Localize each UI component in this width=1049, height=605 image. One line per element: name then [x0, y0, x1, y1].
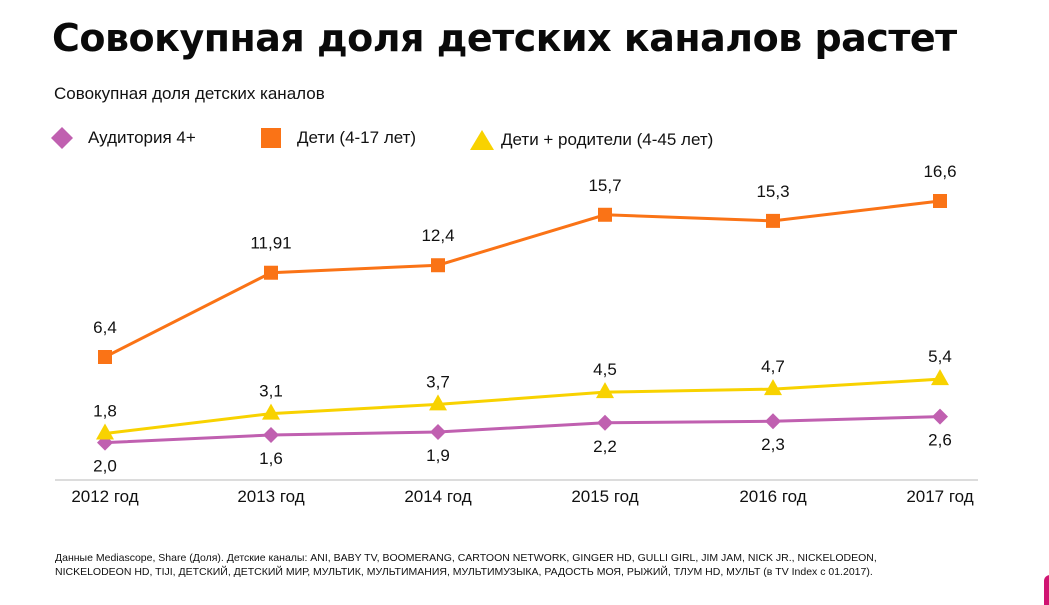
footnote-line-1: Данные Mediascope, Share (Доля). Детские… [55, 552, 877, 564]
page-title: Совокупная доля детских каналов растет [52, 16, 957, 60]
data-point-triangle [764, 379, 782, 396]
data-label: 1,9 [426, 446, 450, 465]
data-label: 15,7 [588, 176, 621, 195]
data-point-diamond [597, 414, 613, 431]
data-label: 1,8 [93, 401, 117, 420]
data-label: 3,1 [259, 382, 283, 401]
series-triangle: 1,8 3,1 3,7 4,5 4,7 5,4 [93, 347, 952, 440]
data-point-square [598, 207, 612, 222]
data-label: 12,4 [421, 226, 454, 245]
data-label: 2,0 [93, 457, 117, 476]
series-diamond: 2,0 1,6 1,9 2,2 2,3 2,6 [93, 408, 952, 476]
x-tick-label: 2013 год [237, 487, 304, 506]
x-tick-label: 2012 год [71, 487, 138, 506]
x-tick-labels: 2012 год 2013 год 2014 год 2015 год 2016 год… [71, 487, 973, 506]
series-line [104, 415, 941, 445]
legend-label: Дети + родители (4-45 лет) [501, 130, 714, 149]
square-icon [261, 128, 281, 148]
data-point-diamond [765, 413, 781, 430]
x-tick-label: 2017 год [906, 487, 973, 506]
brand-corner-mark [1044, 575, 1049, 605]
x-tick-label: 2015 год [571, 487, 638, 506]
data-label: 3,7 [426, 372, 450, 391]
data-point-square [766, 213, 780, 228]
legend-item-kids: Дети (4-17 лет) [261, 126, 416, 150]
diamond-icon [51, 127, 73, 149]
data-label: 5,4 [928, 347, 952, 366]
data-label: 16,6 [923, 162, 956, 181]
data-label: 1,6 [259, 449, 283, 468]
legend-item-audience: Аудитория 4+ [50, 126, 196, 150]
legend-label: Дети (4-17 лет) [297, 128, 417, 147]
data-label: 11,91 [250, 234, 291, 253]
data-point-triangle [429, 394, 447, 411]
data-label: 6,4 [93, 318, 117, 337]
data-point-square [264, 265, 278, 280]
data-label: 15,3 [756, 182, 789, 201]
series-line [104, 377, 941, 435]
legend-item-kids-parents: Дети + родители (4-45 лет) [469, 128, 713, 152]
data-point-square [431, 258, 445, 273]
footnote: Данные Mediascope, Share (Доля). Детские… [55, 551, 995, 579]
data-label: 2,6 [928, 431, 952, 450]
data-label: 4,5 [593, 360, 617, 379]
data-label: 2,2 [593, 437, 617, 456]
data-point-diamond [932, 408, 948, 425]
x-tick-label: 2016 год [739, 487, 806, 506]
data-point-diamond [263, 427, 279, 443]
data-point-square [98, 350, 112, 364]
footnote-line-2: NICKELODEON HD, TIJI, ДЕТСКИЙ, ДЕТСКИЙ М… [55, 566, 873, 578]
series-line [104, 199, 941, 359]
data-point-triangle [931, 369, 949, 386]
data-label: 4,7 [761, 357, 785, 376]
x-tick-label: 2014 год [404, 487, 471, 506]
data-point-diamond [430, 423, 446, 440]
triangle-icon [470, 130, 494, 150]
data-label: 2,3 [761, 435, 785, 454]
data-point-square [933, 194, 947, 208]
data-point-triangle [262, 403, 280, 420]
data-point-triangle [96, 423, 114, 440]
legend-label: Аудитория 4+ [88, 128, 196, 147]
chart-title: Совокупная доля детских каналов [54, 84, 325, 103]
data-point-triangle [596, 382, 614, 399]
series-layer: 2,0 1,6 1,9 2,2 2,3 2,6 1,8 3,1 3,7 4,5 4,7 5,4 6,4 1… [93, 162, 956, 476]
series-square: 6,4 11,91 12,4 15,7 15,3 16,6 [93, 162, 957, 364]
